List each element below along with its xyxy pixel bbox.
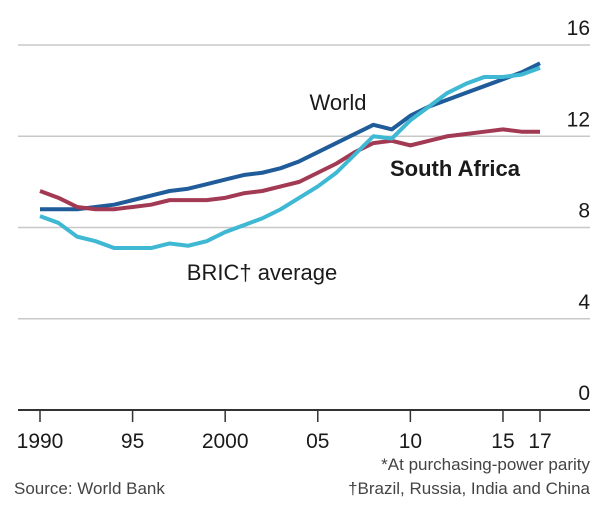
x-tick-label: 10 bbox=[399, 430, 422, 453]
series-label: BRIC† average bbox=[187, 260, 337, 285]
footnote: *At purchasing-power parity bbox=[381, 455, 590, 474]
y-tick-label: 4 bbox=[578, 291, 590, 314]
x-tick-label: 2000 bbox=[202, 430, 249, 453]
y-tick-label: 16 bbox=[567, 17, 590, 40]
x-tick-label: 1990 bbox=[17, 430, 64, 453]
source: Source: World Bank bbox=[14, 479, 165, 498]
footnote: †Brazil, Russia, India and China bbox=[348, 479, 590, 498]
y-tick-label: 8 bbox=[578, 200, 590, 223]
x-tick-label: 15 bbox=[491, 430, 514, 453]
series-label: South Africa bbox=[390, 156, 521, 181]
series-line bbox=[39, 127, 540, 212]
y-tick-label: 12 bbox=[567, 108, 590, 131]
x-tick-label: 05 bbox=[306, 430, 329, 453]
x-tick-label: 95 bbox=[121, 430, 144, 453]
series-line bbox=[39, 65, 541, 251]
x-tick-label: 17 bbox=[528, 430, 551, 453]
series-line bbox=[40, 61, 541, 212]
series-label: World bbox=[309, 90, 366, 115]
y-tick-label: 0 bbox=[578, 382, 590, 405]
